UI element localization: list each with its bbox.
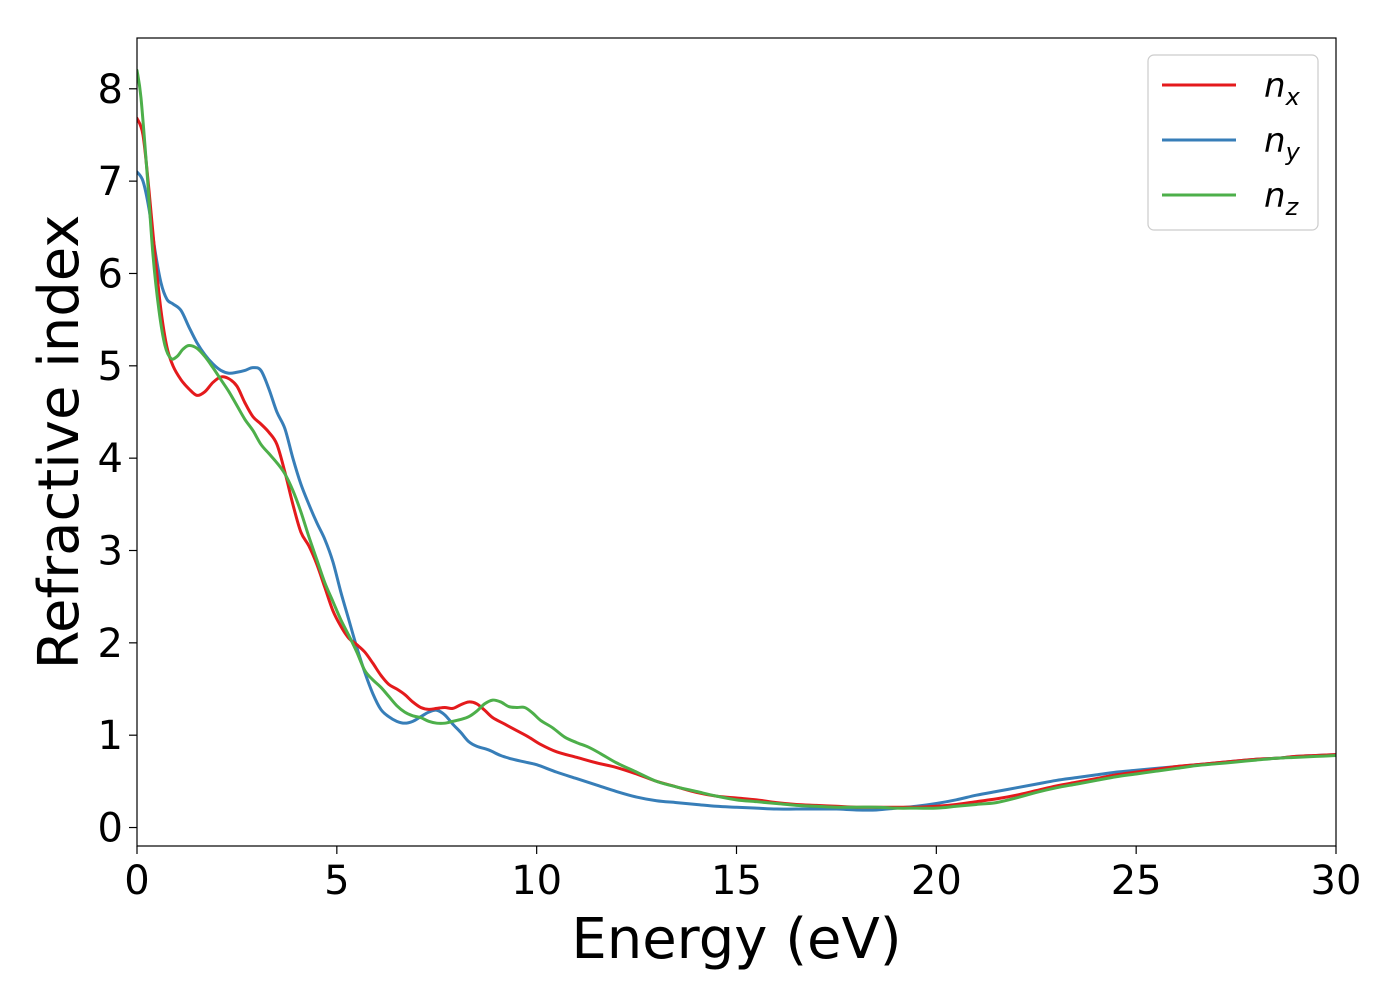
x-tick-label: 10 bbox=[511, 858, 562, 904]
y-tick-label: 0 bbox=[98, 806, 123, 852]
legend-label-y: ny bbox=[1264, 121, 1301, 166]
y-tick-label: 2 bbox=[98, 621, 123, 667]
ticks-layer: 0 5 10 15 20 25 30 0 1 2 3 4 5 6 7 8 bbox=[98, 67, 1362, 904]
y-tick-label: 3 bbox=[98, 529, 123, 575]
legend-box bbox=[1147, 54, 1319, 231]
x-tick-label: 15 bbox=[711, 858, 762, 904]
y-tick-label: 6 bbox=[98, 251, 123, 297]
series-line-y bbox=[137, 170, 1336, 812]
y-axis-title: Refractive index bbox=[27, 215, 92, 670]
y-tick-label: 5 bbox=[98, 344, 123, 390]
y-tick-label: 8 bbox=[98, 67, 123, 113]
series-line-x bbox=[137, 116, 1336, 809]
series-line-z bbox=[137, 68, 1336, 810]
x-tick-label: 20 bbox=[911, 858, 962, 904]
x-tick-label: 5 bbox=[324, 858, 349, 904]
y-tick-label: 1 bbox=[98, 713, 123, 759]
x-tick-label: 0 bbox=[124, 858, 149, 904]
y-tick-label: 7 bbox=[98, 159, 123, 205]
legend-label-x: nx bbox=[1264, 66, 1301, 111]
series-layer bbox=[137, 68, 1336, 812]
x-tick-label: 25 bbox=[1111, 858, 1162, 904]
x-tick-label: 30 bbox=[1311, 858, 1362, 904]
y-tick-label: 4 bbox=[98, 436, 123, 482]
legend-label-z: nz bbox=[1264, 176, 1300, 221]
x-axis-title: Energy (eV) bbox=[571, 907, 901, 972]
legend: nx ny nz bbox=[1147, 54, 1319, 231]
